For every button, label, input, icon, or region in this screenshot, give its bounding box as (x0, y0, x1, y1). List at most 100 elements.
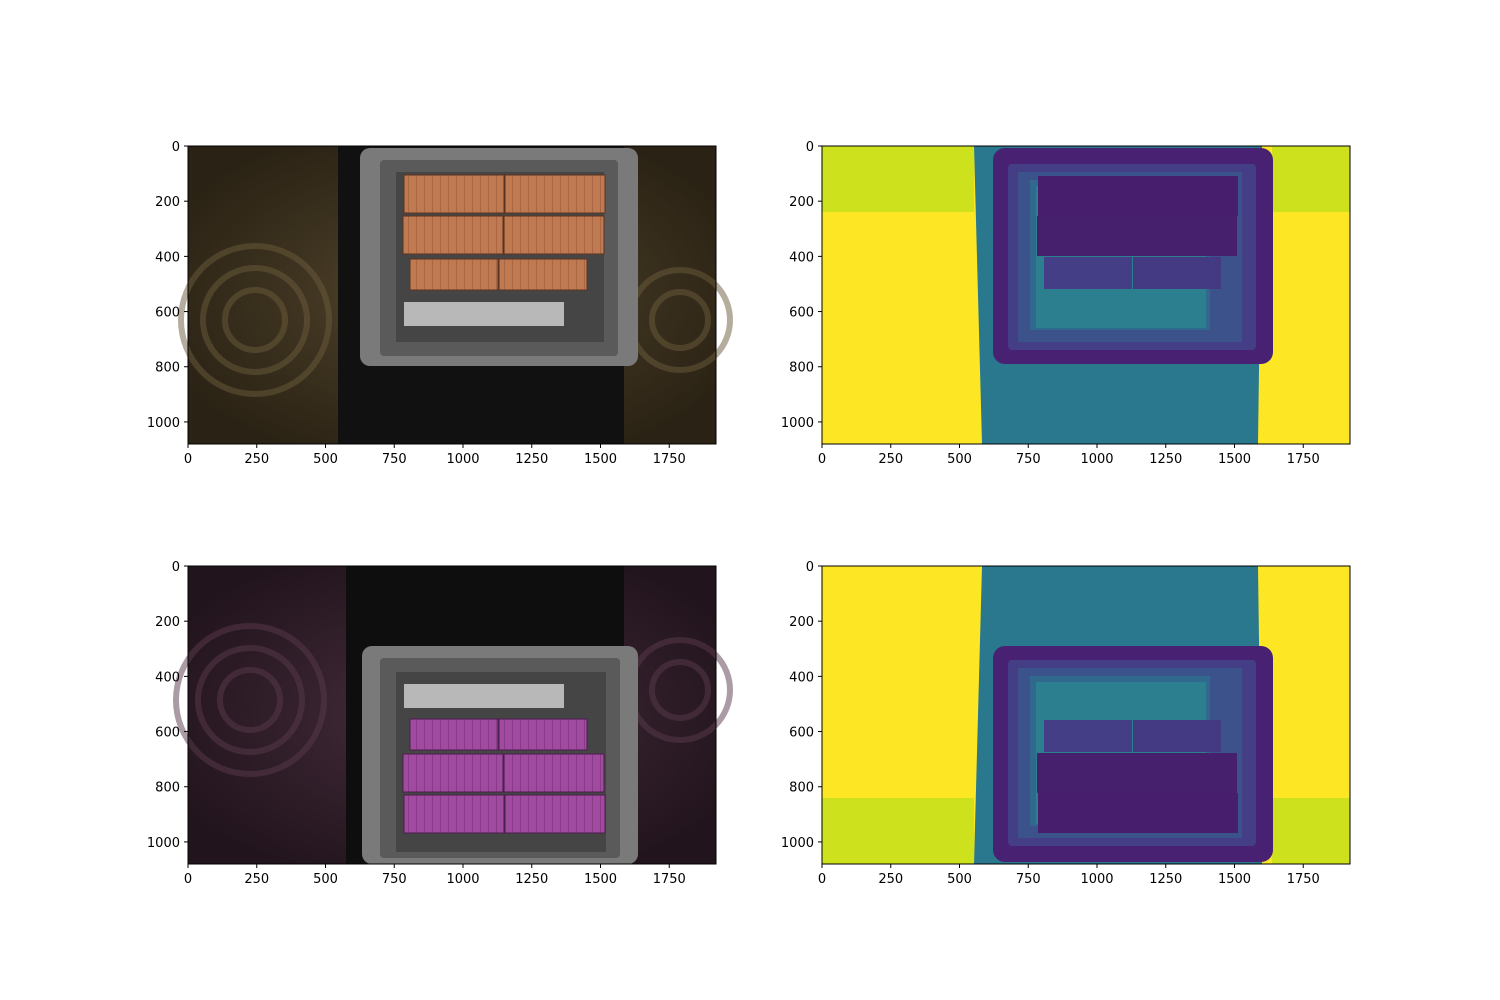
box (503, 215, 605, 255)
segment-boxes (1037, 176, 1238, 289)
panel-bottom-right (822, 566, 1350, 864)
x-tick-label: 500 (313, 452, 338, 467)
x-tick-label: 1750 (1287, 452, 1320, 467)
x-tick-label: 750 (382, 452, 407, 467)
y-tick-label: 200 (155, 615, 180, 630)
segment-lime-left (822, 146, 974, 212)
box (503, 753, 605, 793)
axes-frame (187, 565, 717, 865)
segment-box (1044, 257, 1132, 289)
y-tick-label: 200 (789, 615, 814, 630)
y-tick-label: 800 (789, 781, 814, 796)
segment-lime-right (1272, 146, 1350, 212)
x-tick-label: 0 (818, 452, 826, 467)
segment-boxes (1037, 720, 1238, 833)
x-tick-label: 1750 (1287, 872, 1320, 887)
axes-layer: 0 250 500 750 1000 1250 1500 1750 0 200 400 600 800 1… (147, 140, 1351, 887)
axes-frame (821, 145, 1351, 445)
cardboard-boxes (402, 174, 606, 291)
y-tick-label: 0 (172, 140, 180, 155)
x-tick-label: 1500 (1218, 452, 1251, 467)
x-tick-label: 1000 (1080, 872, 1113, 887)
segment-box (1133, 720, 1221, 752)
box (402, 215, 504, 255)
y-tick-label: 1000 (781, 836, 814, 851)
x-tick-label: 1500 (584, 872, 617, 887)
segment-box (1038, 793, 1238, 833)
panel-top-left (178, 146, 733, 444)
x-tick-label: 1250 (1149, 452, 1182, 467)
axes-4: 0 250 500 750 1000 1250 1500 1750 0 200 400 600 800 1… (781, 560, 1351, 887)
y-tick-label: 600 (155, 726, 180, 741)
box (498, 258, 588, 291)
x-tick-label: 250 (878, 452, 903, 467)
y-tick-label: 400 (155, 670, 180, 685)
y-tick-label: 200 (155, 195, 180, 210)
y-tick-label: 600 (789, 306, 814, 321)
y-tick-label: 800 (155, 361, 180, 376)
segment-box (1133, 257, 1221, 289)
x-tick-label: 500 (947, 872, 972, 887)
panel-bottom-left (173, 566, 733, 864)
x-tick-label: 1000 (1080, 452, 1113, 467)
box (409, 258, 499, 291)
y-tick-label: 0 (806, 560, 814, 575)
x-tick-label: 0 (184, 872, 192, 887)
x-tick-label: 1750 (653, 452, 686, 467)
box (403, 174, 505, 214)
axes-2: 0 250 500 750 1000 1250 1500 1750 0 200 400 600 800 1… (781, 140, 1351, 467)
segment-box (1044, 720, 1132, 752)
x-tick-label: 500 (313, 872, 338, 887)
segment-lime-left (822, 798, 974, 864)
y-tick-label: 600 (789, 726, 814, 741)
y-tick-label: 200 (789, 195, 814, 210)
box (403, 794, 505, 834)
x-tick-label: 0 (818, 872, 826, 887)
cardboard-boxes (402, 718, 606, 834)
box (402, 753, 504, 793)
x-tick-label: 1000 (446, 872, 479, 887)
x-tick-label: 250 (878, 872, 903, 887)
y-tick-label: 1000 (781, 416, 814, 431)
segment-box (1037, 216, 1237, 256)
segment-lime-right (1272, 798, 1350, 864)
x-tick-label: 1000 (446, 452, 479, 467)
y-tick-label: 800 (155, 781, 180, 796)
x-tick-label: 1250 (515, 452, 548, 467)
x-tick-label: 1500 (1218, 872, 1251, 887)
x-tick-label: 250 (244, 872, 269, 887)
axes-frame (187, 145, 717, 445)
segment-box (1038, 176, 1238, 216)
axes-frame (821, 565, 1351, 865)
x-tick-label: 1250 (1149, 872, 1182, 887)
y-tick-label: 0 (806, 140, 814, 155)
x-tick-label: 250 (244, 452, 269, 467)
box (409, 718, 499, 751)
box (504, 174, 606, 214)
x-tick-label: 1750 (653, 872, 686, 887)
y-tick-label: 1000 (147, 836, 180, 851)
y-tick-label: 400 (789, 250, 814, 265)
y-tick-label: 600 (155, 306, 180, 321)
x-tick-label: 500 (947, 452, 972, 467)
y-tick-label: 400 (155, 250, 180, 265)
panel-top-right (822, 146, 1350, 444)
x-tick-label: 0 (184, 452, 192, 467)
x-tick-label: 750 (1016, 872, 1041, 887)
box (498, 718, 588, 751)
y-tick-label: 800 (789, 361, 814, 376)
axes-3: 0 250 500 750 1000 1250 1500 1750 0 200 400 600 800 1… (147, 560, 717, 887)
axes-1: 0 250 500 750 1000 1250 1500 1750 0 200 400 600 800 1… (147, 140, 717, 467)
crate-slot (404, 684, 564, 708)
y-tick-label: 400 (789, 670, 814, 685)
x-tick-label: 1500 (584, 452, 617, 467)
box (504, 794, 606, 834)
x-tick-label: 750 (1016, 452, 1041, 467)
x-tick-label: 1250 (515, 872, 548, 887)
x-tick-label: 750 (382, 872, 407, 887)
crate-slot (404, 302, 564, 326)
y-tick-label: 1000 (147, 416, 180, 431)
y-tick-label: 0 (172, 560, 180, 575)
segment-box (1037, 753, 1237, 793)
